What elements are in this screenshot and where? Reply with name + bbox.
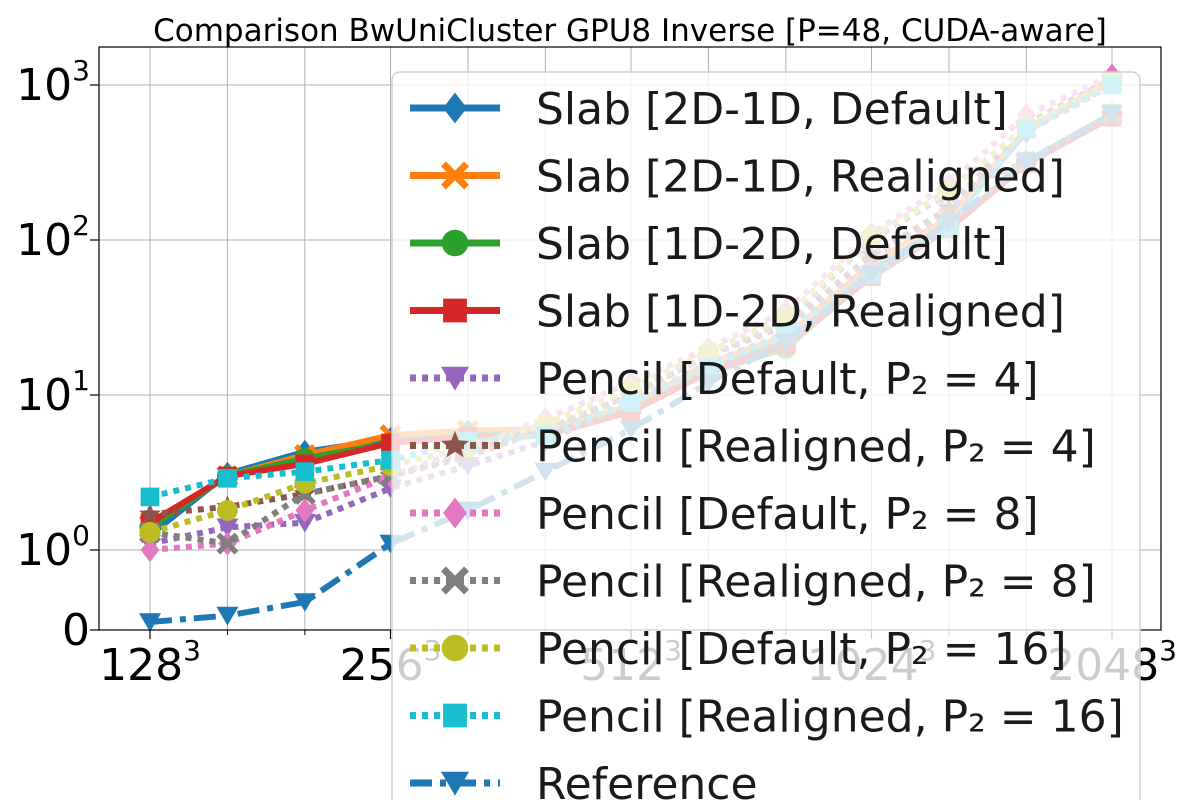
legend-item: Slab [2D-1D, Realigned] — [410, 152, 1065, 203]
legend-item: Pencil [Default, P₂ = 8] — [410, 489, 1039, 540]
legend-label: Pencil [Realigned, P₂ = 8] — [536, 557, 1096, 608]
data-point — [216, 606, 239, 626]
legend-label: Pencil [Default, P₂ = 16] — [536, 624, 1067, 675]
legend-item: Pencil [Default, P₂ = 4] — [410, 354, 1039, 405]
legend: Slab [2D-1D, Default] Slab [2D-1D, Realig… — [391, 71, 1141, 800]
legend-label: Reference — [536, 759, 758, 800]
data-point — [293, 593, 316, 612]
legend-box — [391, 71, 1141, 800]
legend-label: Slab [1D-2D, Realigned] — [536, 287, 1065, 338]
legend-label: Pencil [Realigned, P₂ = 4] — [536, 422, 1096, 473]
legend-item: Pencil [Default, P₂ = 16] — [410, 624, 1067, 675]
legend-label: Slab [2D-1D, Realigned] — [536, 152, 1065, 203]
legend-marker — [441, 771, 469, 796]
legend-label: Slab [1D-2D, Default] — [536, 219, 1008, 270]
legend-marker — [441, 366, 469, 391]
legend-label: Pencil [Default, P₂ = 4] — [536, 354, 1039, 405]
legend-item: Slab [1D-2D, Realigned] — [410, 287, 1065, 338]
y-tick-label: 100 — [16, 519, 90, 576]
legend-label: Pencil [Default, P₂ = 8] — [536, 489, 1039, 540]
data-point — [216, 499, 238, 521]
legend-marker — [441, 566, 469, 595]
y-tick-label: 101 — [16, 364, 90, 421]
chart-title: Comparison BwUniCluster GPU8 Inverse [P=… — [153, 13, 1107, 49]
legend-label: Pencil [Realigned, P₂ = 16] — [536, 692, 1124, 743]
legend-marker — [443, 497, 467, 529]
legend-item: Slab [1D-2D, Default] — [410, 219, 1008, 270]
y-tick-label: 0 — [62, 605, 90, 656]
data-point — [295, 498, 315, 523]
y-tick-label: 102 — [16, 209, 90, 266]
legend-item: Slab [2D-1D, Default] — [410, 84, 1008, 135]
data-point — [140, 487, 160, 507]
legend-marker — [443, 703, 467, 728]
legend-marker — [441, 634, 469, 662]
legend-label: Slab [2D-1D, Default] — [536, 84, 1008, 135]
legend-item: Pencil [Realigned, P₂ = 4] — [410, 422, 1096, 473]
y-tick-label: 103 — [16, 54, 90, 111]
data-point — [293, 513, 316, 533]
data-point — [139, 613, 161, 632]
data-point — [216, 532, 239, 555]
legend-item: Pencil [Realigned, P₂ = 8] — [410, 557, 1096, 608]
legend-item: Reference — [410, 759, 758, 800]
data-point — [218, 468, 237, 488]
legend-marker — [441, 161, 469, 190]
legend-item: Pencil [Realigned, P₂ = 16] — [410, 692, 1124, 743]
data-point — [140, 537, 160, 563]
data-point — [139, 502, 161, 524]
data-point — [295, 462, 315, 482]
legend-marker — [441, 430, 469, 458]
legend-marker — [441, 229, 469, 257]
legend-marker — [443, 298, 467, 323]
data-point — [139, 521, 161, 543]
x-tick-label: 1283 — [99, 634, 201, 691]
data-point — [216, 518, 239, 538]
